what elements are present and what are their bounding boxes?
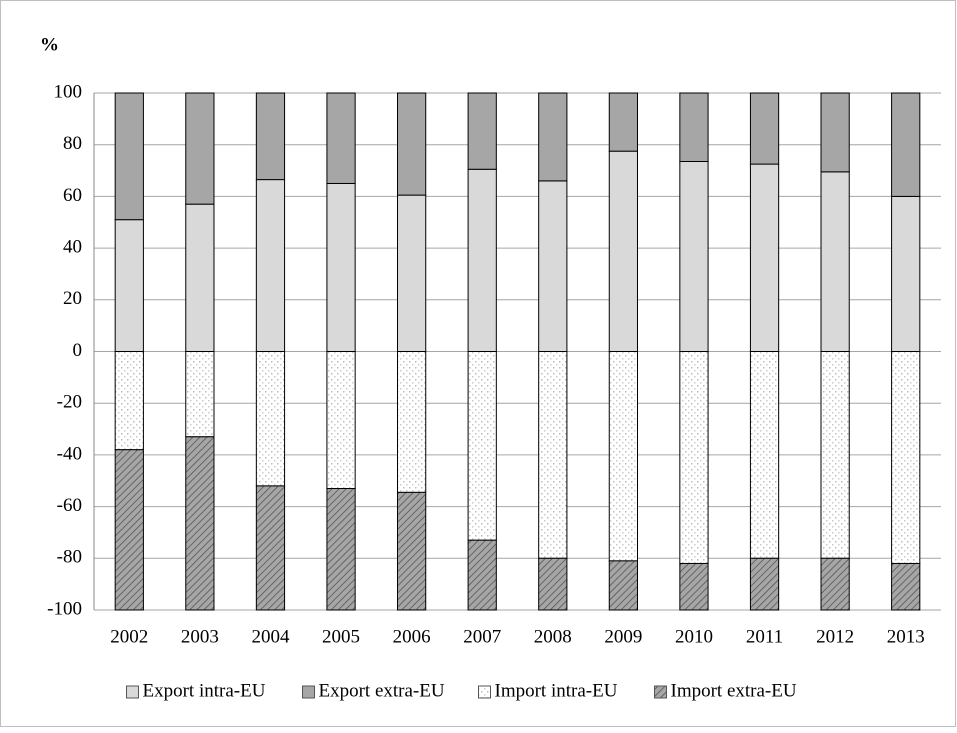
bar-segment bbox=[820, 351, 850, 559]
bar-segment bbox=[820, 171, 850, 352]
bar-segment bbox=[114, 351, 144, 451]
bar-segment bbox=[326, 182, 356, 352]
x-tick-label: 2009 bbox=[604, 626, 642, 647]
bar-segment bbox=[114, 92, 144, 221]
bar-segment bbox=[185, 92, 215, 205]
bar-segment bbox=[749, 351, 780, 559]
legend-swatch bbox=[478, 685, 491, 699]
bar-segment bbox=[679, 161, 709, 352]
legend-swatch bbox=[126, 685, 139, 699]
bar-segment bbox=[467, 539, 497, 611]
y-tick-label: -40 bbox=[57, 443, 82, 464]
bar-segment bbox=[679, 92, 709, 163]
x-tick-label: 2006 bbox=[393, 626, 431, 647]
x-tick-label: 2003 bbox=[181, 626, 219, 647]
x-tick-label: 2008 bbox=[534, 626, 572, 647]
bar-segment bbox=[608, 150, 638, 352]
legend-swatch bbox=[654, 685, 667, 699]
y-tick-label: -20 bbox=[57, 392, 82, 413]
y-axis-label: % bbox=[40, 34, 59, 55]
legend-swatch bbox=[302, 685, 315, 699]
bar-segment bbox=[255, 179, 286, 352]
bar-segment bbox=[255, 92, 286, 181]
bar-segment bbox=[326, 92, 356, 184]
bar-segment bbox=[538, 351, 568, 559]
bar-segment bbox=[749, 92, 780, 165]
bar-segment bbox=[608, 351, 638, 562]
x-tick-label: 2013 bbox=[887, 626, 925, 647]
legend-label: Export extra-EU bbox=[319, 680, 445, 701]
bar-segment bbox=[397, 194, 427, 352]
legend-label: Export intra-EU bbox=[143, 680, 266, 701]
bar-segment bbox=[749, 557, 780, 611]
x-tick-label: 2011 bbox=[746, 626, 783, 647]
bar-segment bbox=[608, 92, 638, 152]
y-tick-label: 100 bbox=[54, 81, 83, 102]
bar-segment bbox=[255, 485, 286, 611]
legend-label: Import intra-EU bbox=[495, 680, 618, 701]
bar-segment bbox=[397, 491, 427, 611]
bar-segment bbox=[467, 92, 497, 170]
bar-segment bbox=[185, 203, 215, 352]
bar-segment bbox=[891, 195, 921, 352]
y-tick-label: 0 bbox=[73, 340, 83, 361]
bar-segment bbox=[679, 562, 709, 611]
bar-segment bbox=[326, 488, 356, 611]
bar-segment bbox=[891, 562, 921, 611]
y-tick-label: -60 bbox=[57, 495, 82, 516]
bar-segment bbox=[538, 180, 568, 352]
bar-segment bbox=[467, 351, 497, 541]
x-tick-label: 2007 bbox=[463, 626, 501, 647]
x-tick-label: 2002 bbox=[110, 626, 148, 647]
y-tick-label: -80 bbox=[57, 547, 82, 568]
legend-label: Import extra-EU bbox=[671, 680, 797, 701]
bar-segment bbox=[397, 92, 427, 196]
bar-segment bbox=[397, 351, 427, 493]
bar-segment bbox=[538, 92, 568, 182]
bar-segment bbox=[538, 557, 568, 611]
x-tick-label: 2005 bbox=[322, 626, 360, 647]
bar-segment bbox=[820, 557, 850, 611]
x-tick-label: 2012 bbox=[816, 626, 854, 647]
y-tick-label: -100 bbox=[47, 598, 82, 619]
bar-segment bbox=[891, 92, 921, 197]
bar-segment bbox=[114, 449, 144, 611]
bar-segment bbox=[185, 436, 215, 611]
bar-segment bbox=[467, 168, 497, 352]
bar-segment bbox=[185, 351, 215, 438]
bar-segment bbox=[608, 560, 638, 611]
bar-segment bbox=[114, 219, 144, 352]
bar-segment bbox=[820, 92, 850, 173]
y-tick-label: 20 bbox=[63, 288, 82, 309]
y-tick-label: 60 bbox=[63, 185, 82, 206]
x-tick-label: 2010 bbox=[675, 626, 713, 647]
bar-segment bbox=[891, 351, 921, 564]
bar-segment bbox=[749, 163, 780, 352]
bar-segment bbox=[255, 351, 286, 487]
x-tick-label: 2004 bbox=[251, 626, 290, 647]
y-tick-label: 40 bbox=[63, 236, 82, 257]
bar-segment bbox=[326, 351, 356, 490]
y-tick-label: 80 bbox=[63, 133, 82, 154]
bar-segment bbox=[679, 351, 709, 564]
